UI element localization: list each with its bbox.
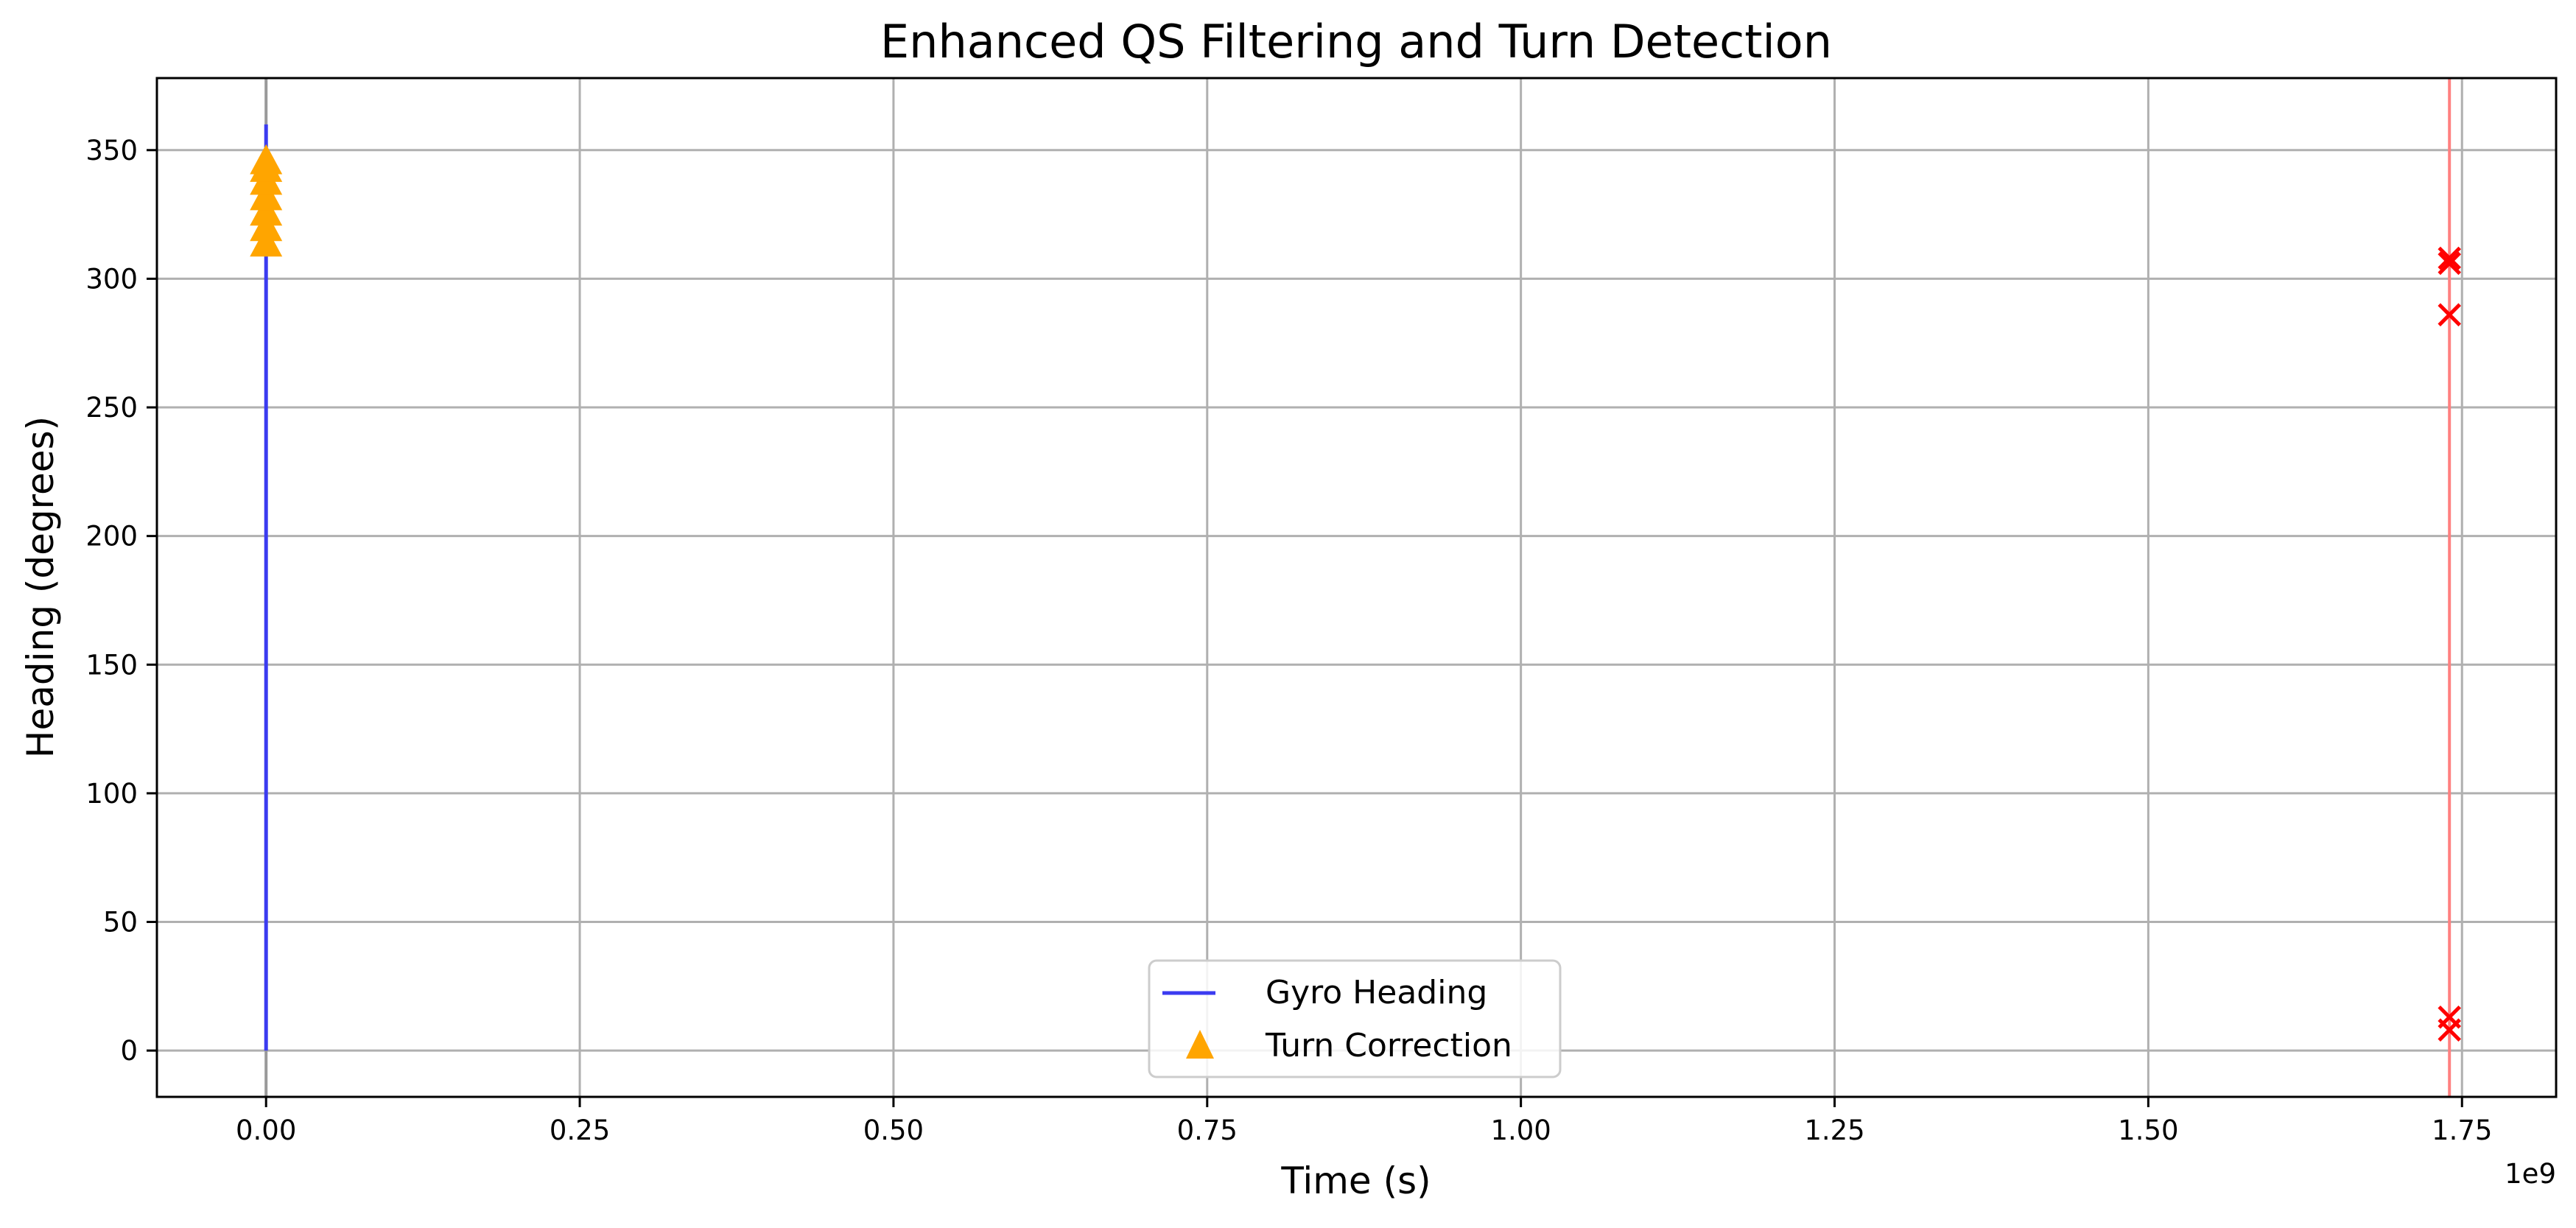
turn-correction-point [250, 195, 283, 226]
x-tick-label: 1.50 [2118, 1115, 2178, 1146]
x-tick-label: 1.00 [1490, 1115, 1551, 1146]
rejected-point [2438, 246, 2461, 270]
x-tick-label: 0.50 [863, 1115, 924, 1146]
x-axis-ticks: 0.00 0.25 0.50 0.75 1.00 1.25 1.50 1.75 [236, 1097, 2492, 1146]
x-tick-label: 0.25 [550, 1115, 610, 1146]
chart-title: Enhanced QS Filtering and Turn Detection [880, 15, 1832, 69]
turn-correction-point [250, 211, 283, 242]
y-tick-label: 50 [103, 907, 138, 938]
y-tick-label: 300 [85, 263, 138, 295]
x-tick-label: 0.75 [1177, 1115, 1238, 1146]
y-tick-label: 350 [85, 135, 138, 166]
grid-lines [157, 78, 2556, 1097]
legend-label-gyro-heading: Gyro Heading [1266, 974, 1487, 1011]
plot-frame [155, 77, 2558, 1098]
turn-correction-point [250, 144, 283, 175]
legend: Gyro Heading Turn Correction [1148, 959, 1562, 1078]
vertical-marker-lines [264, 78, 2452, 1097]
x-tick-label: 1.25 [1804, 1115, 1864, 1146]
y-tick-label: 150 [85, 649, 138, 681]
x-axis-offset-label: 1e9 [2505, 1158, 2556, 1190]
turn-correction-point [250, 226, 283, 257]
turn-correction-point [250, 180, 283, 211]
y-axis-ticks: 0 50 100 150 200 250 300 350 [85, 135, 157, 1067]
y-axis-label: Heading (degrees) [19, 416, 62, 758]
x-tick-label: 0.00 [236, 1115, 296, 1146]
y-tick-label: 200 [85, 521, 138, 552]
rejected-point [2438, 303, 2461, 327]
x-axis-label: Time (s) [1280, 1159, 1431, 1202]
rejected-point [2438, 1018, 2461, 1042]
y-tick-label: 250 [85, 392, 138, 424]
y-tick-label: 100 [85, 778, 138, 810]
series-layer [250, 124, 2461, 1051]
x-tick-label: 1.75 [2432, 1115, 2492, 1146]
y-tick-label: 0 [120, 1035, 138, 1067]
legend-triangle-icon [1186, 1030, 1214, 1059]
legend-box [1148, 959, 1562, 1078]
rejected-point [2438, 251, 2461, 276]
legend-label-turn-correction: Turn Correction [1265, 1027, 1512, 1064]
